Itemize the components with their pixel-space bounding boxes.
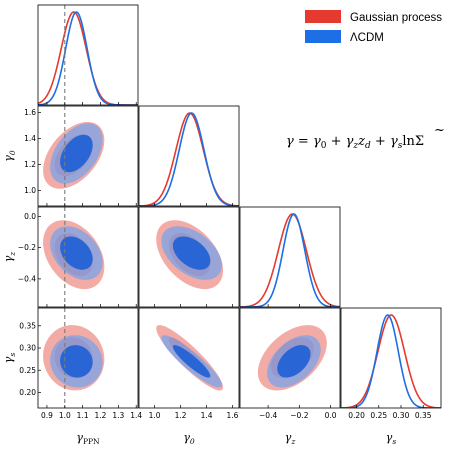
y-tick-label--0: 1.0 <box>24 186 36 195</box>
x-tick-label--ppn: 1.4 <box>130 411 142 420</box>
panel-2-0: −0.4 −0.2 0.0 <box>18 206 139 308</box>
x-tick-label--ppn: 1.1 <box>77 411 89 420</box>
panel-1-1 <box>138 105 240 207</box>
x-tick-label--z: −0.4 <box>259 411 277 420</box>
panel-2-2 <box>239 206 341 308</box>
x-tick-label--s: 0.20 <box>348 411 365 420</box>
y-tick-label--s: 0.20 <box>19 388 36 397</box>
panel-frame <box>239 206 341 308</box>
x-axis-label--s: γs <box>386 431 397 446</box>
y-axis-label--s: γs <box>2 353 17 364</box>
y-tick-label--s: 0.25 <box>19 366 36 375</box>
legend-swatch-gaussian-process <box>305 10 341 23</box>
x-tick-label--ppn: 1.0 <box>59 411 71 420</box>
marginal-lcdm--0 <box>139 112 239 206</box>
x-axis-label--z: γz <box>285 431 296 446</box>
panel-3-1: 1.0 1.2 1.4 1.6 <box>138 307 240 420</box>
x-tick-label--z: 0.0 <box>325 411 337 420</box>
y-tick-label--z: −0.4 <box>18 274 36 283</box>
marginal-gaussian-process--z <box>240 213 340 307</box>
x-tick-label--0: 1.4 <box>201 411 213 420</box>
marginal-gaussian-process--s <box>341 314 441 408</box>
x-tick-label--0: 1.6 <box>227 411 239 420</box>
sigma-tilde: ~ <box>434 123 445 138</box>
x-tick-label--0: 1.0 <box>149 411 161 420</box>
legend-label-gaussian-process: Gaussian process <box>350 12 442 24</box>
marginal-lcdm--z <box>240 213 340 307</box>
panel-0-0 <box>37 4 139 106</box>
x-tick-label--z: −0.2 <box>290 411 308 420</box>
x-tick-label--ppn: 1.2 <box>95 411 107 420</box>
y-tick-label--s: 0.30 <box>19 344 36 353</box>
x-axis-label--ppn: γPPN <box>76 431 100 446</box>
panel-3-3: 0.20 0.25 0.30 0.35 <box>340 307 442 420</box>
contour-68-lcdm--ppn--0 <box>60 134 93 173</box>
x-tick-label--0: 1.2 <box>175 411 187 420</box>
y-axis-label--z: γz <box>2 252 17 263</box>
panel-frame <box>37 206 139 308</box>
y-tick-label--0: 1.2 <box>24 160 36 169</box>
legend: Gaussian process ΛCDM <box>305 10 442 44</box>
contour-68-lcdm--z--s <box>277 345 311 378</box>
contour-68-lcdm--ppn--s <box>60 345 93 378</box>
panel-frame <box>37 307 139 409</box>
contour-68-lcdm--0--s <box>172 345 211 378</box>
x-tick-label--s: 0.30 <box>393 411 410 420</box>
x-tick-label--s: 0.25 <box>370 411 387 420</box>
contour-68-lcdm--ppn--z <box>60 236 93 270</box>
panel-3-0: 0.9 1.0 1.1 1.2 1.3 1.4 0.20 0.25 0.30 0.35 <box>19 307 142 420</box>
panel-frame <box>340 307 442 409</box>
panel-frame <box>239 307 341 409</box>
y-tick-label--0: 1.6 <box>24 108 36 117</box>
y-tick-label--z: −0.2 <box>18 243 36 252</box>
x-tick-label--s: 0.35 <box>415 411 432 420</box>
x-axis-label--0: γ0 <box>183 431 195 446</box>
y-tick-label--s: 0.35 <box>19 321 36 330</box>
panel-2-1 <box>138 206 240 308</box>
y-tick-label--0: 1.4 <box>24 134 36 143</box>
y-axis-label--0: γ0 <box>2 150 17 162</box>
legend-label-lcdm: ΛCDM <box>350 32 384 44</box>
panels: 1.0 1.2 1.4 1.6 −0.4 −0.2 0.0 0.9 1.0 1.1 1.2 1.3 1.… <box>2 4 442 446</box>
panel-1-0: 1.0 1.2 1.4 1.6 <box>24 105 139 207</box>
panel-frame <box>138 206 240 308</box>
x-tick-label--ppn: 0.9 <box>41 411 53 420</box>
panel-frame <box>37 105 139 207</box>
y-tick-label--z: 0.0 <box>24 212 36 221</box>
panel-frame <box>138 105 240 207</box>
panel-frame <box>37 4 139 106</box>
legend-swatch-lcdm <box>305 30 341 43</box>
contour-68-lcdm--0--z <box>172 236 211 270</box>
marginal-lcdm--s <box>341 314 441 408</box>
panel-3-2: −0.4 −0.2 0.0 <box>239 307 341 420</box>
marginal-gaussian-process--0 <box>139 112 239 206</box>
model-equation: γ = γ0 + γzzd + γslnΣ <box>286 134 424 151</box>
x-tick-label--ppn: 1.3 <box>112 411 124 420</box>
marginal-gaussian-process--ppn <box>38 11 138 105</box>
panel-frame <box>138 307 240 409</box>
